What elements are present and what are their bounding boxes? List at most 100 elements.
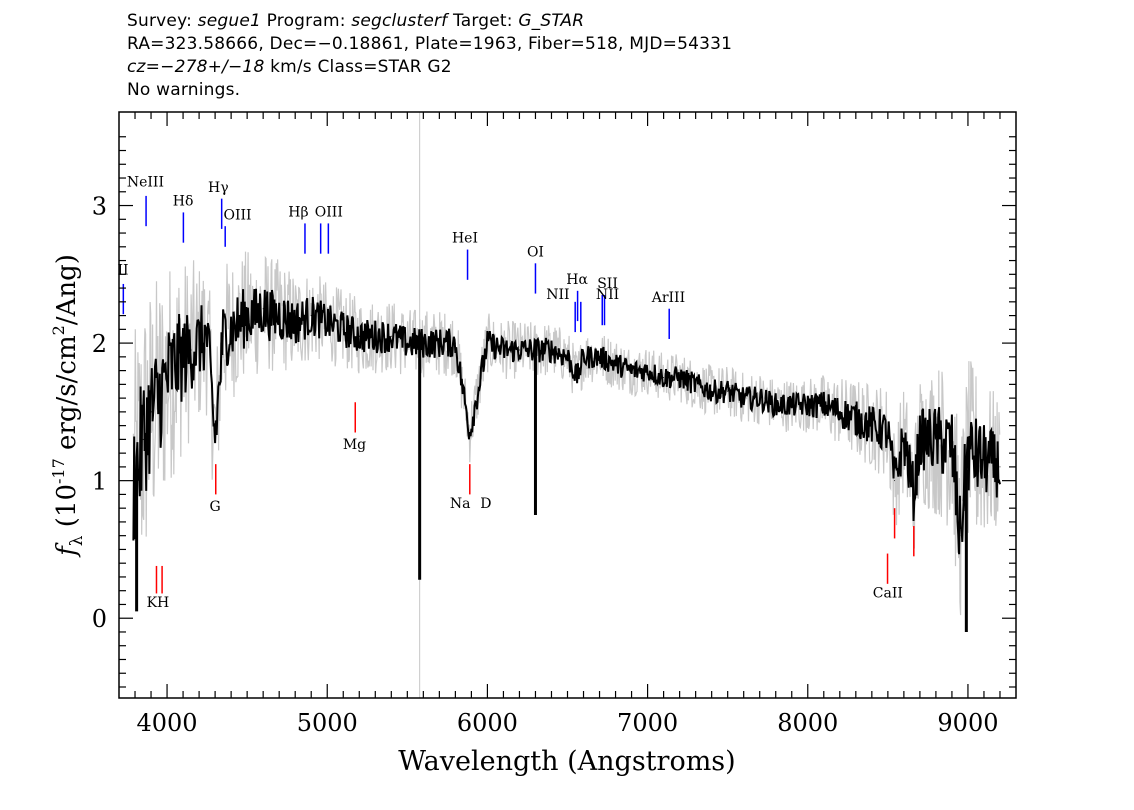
emission-line-label: Hβ	[288, 205, 308, 221]
flux-point	[294, 321, 296, 323]
flux-point	[422, 342, 424, 344]
flux-point	[454, 342, 456, 344]
emission-line-label: Hγ	[208, 180, 229, 196]
flux-point	[390, 335, 392, 337]
flux-point	[631, 370, 633, 372]
absorption-line-label: CaII	[873, 586, 903, 602]
flux-point	[222, 335, 224, 337]
flux-point	[727, 390, 729, 392]
flux-point	[469, 432, 471, 434]
flux-point	[438, 342, 440, 344]
flux-point	[518, 349, 520, 351]
absorption-line-label: Na	[450, 496, 471, 512]
flux-series	[132, 288, 1001, 555]
flux-point	[759, 397, 761, 399]
flux-point	[871, 425, 873, 427]
y-tick-label: 2	[92, 330, 107, 358]
flux-point	[999, 466, 1001, 468]
y-tick-label: 0	[92, 605, 107, 633]
flux-point	[743, 397, 745, 399]
flux-point	[326, 321, 328, 323]
header-line-3: cz=−278+/−18 km/s Class=STAR G2	[127, 56, 732, 79]
flux-point	[951, 445, 953, 447]
flux-point	[615, 363, 617, 365]
flux-point	[254, 315, 256, 317]
emission-line-label: SII	[597, 276, 618, 292]
absorption-line-label: D	[480, 496, 491, 512]
emission-line-label: OI	[527, 244, 544, 260]
flux-point	[839, 411, 841, 413]
survey-label: Survey:	[127, 11, 198, 31]
cz-label: cz=	[127, 57, 161, 77]
flux-point	[695, 383, 697, 385]
flux-point	[567, 356, 568, 358]
flux-point	[903, 438, 905, 440]
absorption-line-label: H	[157, 595, 169, 611]
emission-line-label: NII	[546, 287, 569, 303]
emission-line-label: II	[117, 262, 128, 278]
program-label: Program:	[261, 11, 352, 31]
axis-tick-labels: 4000 5000 6000 7000 8000 9000 0 1 2 3	[92, 193, 999, 737]
flux-point	[679, 376, 681, 378]
flux-point	[913, 493, 915, 495]
flux-point	[663, 376, 665, 378]
flux-point	[550, 349, 552, 351]
flux-point	[583, 356, 585, 358]
x-axis-label: Wavelength (Angstroms)	[398, 746, 735, 777]
header-line-2: RA=323.58666, Dec=−0.18861, Plate=1963, …	[127, 34, 733, 54]
emission-line-label: OIII	[223, 207, 251, 223]
y-tick-label: 3	[92, 193, 107, 221]
target-value: G_STAR	[518, 11, 585, 31]
flux-point	[238, 321, 240, 323]
flux-point	[246, 315, 248, 317]
flux-point	[647, 370, 649, 372]
absorption-line-label: K	[147, 595, 158, 611]
flux-point	[807, 404, 809, 406]
y-tick-label: 1	[92, 468, 107, 496]
flux-point	[158, 397, 160, 399]
noise-band	[132, 112, 1001, 698]
flux-point	[711, 390, 713, 392]
flux-point	[935, 438, 937, 440]
flux-point	[134, 480, 136, 482]
flux-point	[142, 438, 144, 440]
emission-line-label: Hα	[566, 272, 588, 288]
flux-point	[887, 432, 889, 434]
flux-line	[132, 288, 1001, 555]
flux-point	[855, 418, 857, 420]
flux-point	[278, 315, 280, 317]
flux-point	[919, 438, 921, 440]
emission-line-label: HeI	[452, 231, 478, 247]
flux-point	[486, 342, 488, 344]
flux-point	[230, 328, 232, 330]
program-value: segclusterf	[351, 11, 448, 31]
x-tick-label: 8000	[777, 709, 838, 737]
flux-point	[342, 328, 344, 330]
flux-point	[150, 411, 152, 413]
target-label: Target:	[447, 11, 519, 31]
axis-ticks	[119, 112, 1016, 698]
x-tick-label: 7000	[617, 709, 678, 737]
flux-point	[358, 335, 360, 337]
noise-band-trace	[132, 251, 1001, 616]
flux-point	[599, 356, 601, 358]
x-tick-label: 6000	[457, 709, 518, 737]
flux-point	[206, 335, 208, 337]
flux-point	[791, 404, 793, 406]
emission-line-label: OIII	[315, 205, 343, 221]
flux-point	[534, 349, 536, 351]
flux-point	[214, 438, 216, 440]
survey-value: segue1	[197, 11, 261, 31]
flux-point	[959, 535, 961, 537]
cz-value: −278+/−18	[160, 57, 265, 77]
absorption-line-label: G	[210, 499, 221, 515]
header-line-1: Survey: segue1 Program: segclusterf Targ…	[127, 10, 732, 33]
flux-point	[823, 404, 825, 406]
x-tick-label: 9000	[937, 709, 998, 737]
flux-point	[374, 335, 376, 337]
y-axis-label: fλ (10-17 erg/s/cm2/Ang)	[49, 254, 87, 558]
header-line-4: No warnings.	[127, 80, 241, 100]
flux-point	[775, 404, 777, 406]
flux-point	[502, 349, 504, 351]
